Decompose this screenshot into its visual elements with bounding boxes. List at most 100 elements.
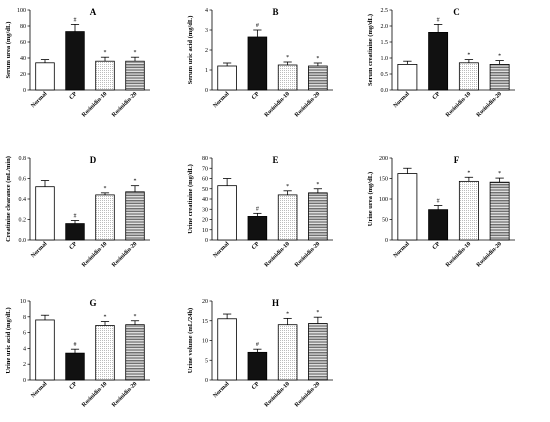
significance-mark: * xyxy=(498,54,501,60)
panel-letter: C xyxy=(453,7,460,17)
category-label: CP xyxy=(69,381,79,391)
bar-cp xyxy=(428,209,449,241)
significance-mark: * xyxy=(316,56,319,62)
panel-letter: E xyxy=(272,155,278,165)
category-label: Rosinidin-20 xyxy=(111,91,138,118)
y-tick-label: 1 xyxy=(205,68,208,74)
significance-mark: # xyxy=(256,23,259,29)
category-label: Normal xyxy=(393,91,411,109)
y-tick-label: 60 xyxy=(20,40,26,46)
y-tick-label: 150 xyxy=(379,177,388,183)
y-tick-label: 0.0 xyxy=(19,238,27,244)
significance-mark: * xyxy=(316,182,319,188)
y-tick-label: 4 xyxy=(205,8,208,14)
bar-rosinidin-10 xyxy=(95,194,115,241)
category-label: Rosinidin-20 xyxy=(111,241,138,268)
y-tick-label: 0.5 xyxy=(381,72,389,78)
category-label: Rosinidin-10 xyxy=(264,381,291,408)
panel-letter: G xyxy=(89,298,96,308)
bar-rosinidin-10 xyxy=(95,60,115,91)
panel-a: 0 20 40 60 80 100 Serum urea (mg/dL) A Normal # CP… xyxy=(5,7,150,119)
category-label: CP xyxy=(69,91,79,101)
y-tick-label: 2 xyxy=(23,362,26,368)
bar-rosinidin-10 xyxy=(458,62,479,91)
significance-mark: * xyxy=(286,311,289,317)
y-tick-label: 0.0 xyxy=(381,88,389,94)
y-tick-label: 0.2 xyxy=(19,218,27,224)
significance-mark: * xyxy=(467,170,470,176)
y-tick-label: 50 xyxy=(382,218,388,224)
y-tick-label: 0 xyxy=(205,378,208,384)
bar-normal xyxy=(35,62,55,91)
y-axis-label: Serum uric acid (mg/dL) xyxy=(187,16,194,85)
significance-mark: * xyxy=(467,53,470,59)
y-tick-label: 6 xyxy=(23,331,26,337)
bar-rosinidin-20 xyxy=(125,324,145,381)
panel-letter: B xyxy=(272,7,278,17)
bar-normal xyxy=(217,318,237,381)
significance-mark: # xyxy=(74,214,77,220)
y-tick-label: 10 xyxy=(202,339,208,345)
y-tick-label: 0 xyxy=(23,378,26,384)
panel-letter: A xyxy=(90,7,97,17)
bar-rosinidin-20 xyxy=(125,191,145,241)
bar-cp xyxy=(247,216,268,241)
y-tick-label: 20 xyxy=(202,299,208,305)
significance-mark: # xyxy=(74,342,77,348)
significance-mark: * xyxy=(104,186,107,192)
significance-mark: # xyxy=(437,199,440,205)
bar-cp xyxy=(247,351,268,381)
y-tick-label: 0 xyxy=(385,238,388,244)
y-axis-label: Serum creatinine (mg/dL) xyxy=(367,14,374,86)
panel-letter: H xyxy=(272,298,279,308)
bar-normal xyxy=(217,65,237,91)
panel-letter: D xyxy=(90,155,97,165)
significance-mark: # xyxy=(256,342,259,348)
category-label: CP xyxy=(251,241,261,251)
y-tick-label: 70 xyxy=(202,166,208,172)
category-label: Rosinidin-20 xyxy=(476,241,503,268)
significance-mark: # xyxy=(74,17,77,23)
category-label: Rosinidin-10 xyxy=(264,241,291,268)
bar-cp xyxy=(65,31,85,91)
bar-normal xyxy=(35,319,55,381)
category-label: CP xyxy=(251,91,261,101)
category-label: Rosinidin-10 xyxy=(81,91,108,118)
y-tick-label: 15 xyxy=(202,319,208,325)
y-tick-label: 60 xyxy=(202,177,208,183)
panel-f: 0 50 100 150 200 Urine urea (mg/dL) F Normal # CP… xyxy=(367,155,515,269)
bar-normal xyxy=(217,185,237,241)
significance-mark: * xyxy=(498,171,501,177)
category-label: Rosinidin-20 xyxy=(294,91,321,118)
y-axis-label: Creatinine clearance (mL/min) xyxy=(5,156,12,242)
y-tick-label: 40 xyxy=(202,197,208,203)
significance-mark: * xyxy=(104,50,107,56)
bar-cp xyxy=(247,36,268,91)
y-tick-label: 10 xyxy=(20,299,26,305)
y-tick-label: 1.5 xyxy=(381,40,389,46)
category-label: Rosinidin-20 xyxy=(476,91,503,118)
significance-mark: * xyxy=(104,315,107,321)
category-label: CP xyxy=(69,241,79,251)
y-tick-label: 20 xyxy=(20,72,26,78)
y-tick-label: 5 xyxy=(205,358,208,364)
category-label: CP xyxy=(432,241,442,251)
bar-rosinidin-10 xyxy=(277,194,298,241)
category-label: Normal xyxy=(30,381,48,399)
bar-cp xyxy=(428,32,449,91)
y-tick-label: 1.0 xyxy=(381,56,389,62)
category-label: CP xyxy=(251,381,261,391)
y-tick-label: 2.5 xyxy=(381,8,389,14)
significance-mark: * xyxy=(134,179,137,185)
panel-d: 0.0 0.2 0.4 0.6 0.8 Creatinine clearance (mL/… xyxy=(5,155,150,269)
y-tick-label: 4 xyxy=(23,346,26,352)
category-label: Rosinidin-10 xyxy=(264,91,291,118)
y-tick-label: 40 xyxy=(20,56,26,62)
y-axis-label: Urine volume (mL/24h) xyxy=(187,308,194,373)
y-axis-label: Serum urea (mg/dL) xyxy=(5,22,12,79)
significance-mark: * xyxy=(286,184,289,190)
bar-cp xyxy=(65,223,85,241)
category-label: Normal xyxy=(30,241,48,259)
y-tick-label: 0 xyxy=(23,88,26,94)
